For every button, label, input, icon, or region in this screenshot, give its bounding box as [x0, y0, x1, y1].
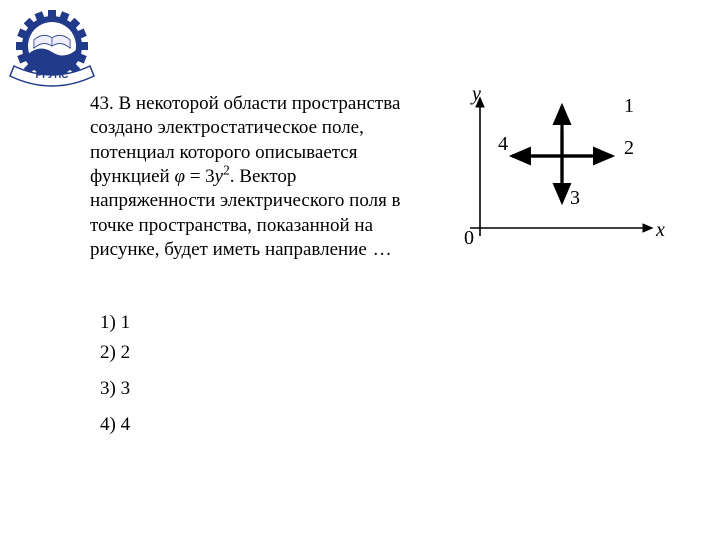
question-line: . Вектор — [230, 166, 297, 187]
answer-option: 2) 2 — [100, 342, 130, 364]
answer-number: 4) — [100, 414, 116, 435]
page: РГУПС 43. В некоторой области пространст… — [0, 0, 720, 540]
answer-option: 4) 4 — [100, 414, 130, 436]
phi-symbol: φ — [174, 166, 185, 187]
x-label: x — [655, 219, 665, 241]
question-line: точке пространства, показанной на — [90, 215, 373, 236]
origin-label: 0 — [464, 227, 474, 249]
arrow-label-up: 1 — [624, 95, 634, 117]
question-line: потенциал которого описывается — [90, 142, 357, 163]
answer-value: 3 — [121, 378, 131, 399]
answer-number: 3) — [100, 378, 116, 399]
arrow-label-down: 3 — [570, 187, 580, 209]
question-line: рисунке, будет иметь направление — [90, 239, 367, 260]
question-line: = 3 — [185, 166, 215, 187]
exponent: 2 — [223, 163, 230, 178]
question-line: В некоторой области пространства — [119, 93, 401, 114]
question-number: 43. — [90, 93, 114, 114]
coordinate-figure: 0 x y 1 2 3 4 — [452, 86, 672, 261]
arrow-label-left: 4 — [498, 133, 508, 155]
answer-option: 3) 3 — [100, 378, 130, 400]
answer-list: 1) 1 2) 2 3) 3 4) 4 — [100, 312, 130, 444]
question-text: 43. В некоторой области пространства соз… — [90, 92, 435, 262]
university-logo: РГУПС — [8, 6, 108, 101]
question-line: создано электростатическое поле, — [90, 117, 364, 138]
answer-option: 1) 1 — [100, 312, 130, 334]
answer-value: 1 — [121, 312, 131, 333]
logo-text: РГУПС — [36, 70, 69, 81]
y-label: y — [470, 86, 481, 105]
question-line: напряженности электрического поля в — [90, 190, 401, 211]
arrow-label-right: 2 — [624, 137, 634, 159]
answer-value: 4 — [121, 414, 131, 435]
answer-number: 1) — [100, 312, 116, 333]
answer-number: 2) — [100, 342, 116, 363]
arrow-cross — [512, 106, 612, 202]
question-line: функцией — [90, 166, 174, 187]
var-y: y — [215, 166, 223, 187]
ellipsis: … — [367, 239, 393, 260]
answer-value: 2 — [121, 342, 131, 363]
